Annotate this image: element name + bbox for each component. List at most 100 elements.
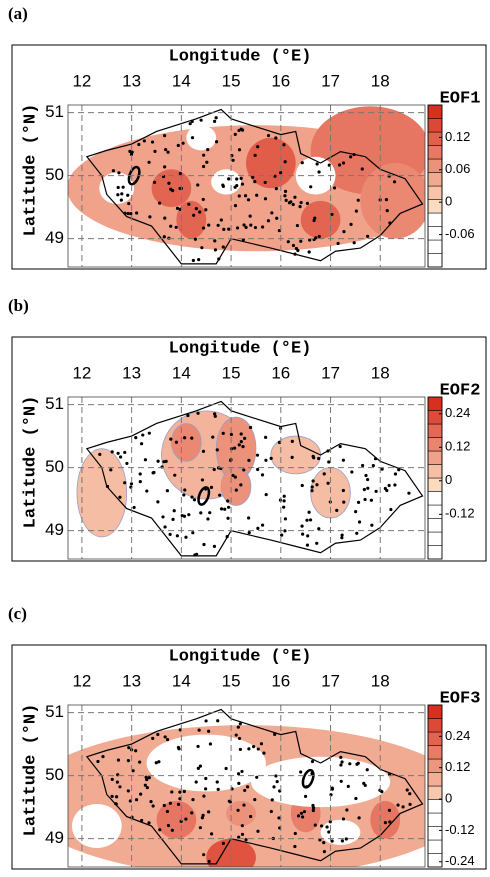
station	[188, 122, 192, 126]
colorbar-frame	[427, 104, 443, 268]
country-border	[85, 108, 424, 265]
station	[277, 816, 281, 820]
station	[231, 158, 235, 162]
station	[187, 513, 191, 517]
station	[168, 532, 172, 536]
station	[269, 809, 273, 814]
x-tick-label: 14	[172, 363, 191, 382]
station	[168, 801, 173, 805]
station	[283, 517, 288, 521]
colorbar-band	[427, 450, 443, 465]
station	[389, 507, 393, 512]
station	[126, 193, 130, 197]
y-tick-label: 51	[45, 394, 64, 413]
station	[212, 544, 217, 548]
station	[392, 180, 397, 184]
station	[313, 823, 317, 827]
station	[294, 246, 298, 251]
station	[255, 775, 259, 779]
panel-frame	[11, 644, 487, 870]
station	[317, 234, 321, 239]
station	[191, 531, 195, 535]
station	[253, 180, 257, 184]
station	[201, 197, 205, 202]
station	[340, 839, 345, 843]
station	[326, 481, 330, 485]
station	[325, 825, 329, 829]
station	[208, 511, 212, 515]
colorbar-band	[427, 853, 443, 868]
marker-ring	[127, 165, 141, 186]
y-tick-label: 50	[45, 165, 64, 184]
station	[96, 759, 100, 764]
station	[129, 211, 133, 216]
station	[243, 436, 247, 440]
station	[283, 189, 288, 194]
contour-region	[295, 156, 336, 195]
colorbar-frame	[427, 704, 443, 868]
station	[349, 155, 353, 159]
station	[181, 141, 185, 145]
station	[238, 722, 242, 726]
station	[214, 140, 219, 144]
station	[200, 246, 204, 250]
marker-ring	[197, 486, 211, 506]
station	[226, 499, 230, 503]
station	[339, 755, 343, 759]
station	[363, 783, 367, 787]
station	[145, 777, 149, 782]
station	[151, 804, 155, 808]
station	[206, 517, 210, 521]
station	[194, 207, 198, 211]
station	[388, 221, 392, 225]
station	[310, 489, 314, 493]
station	[115, 780, 119, 784]
colorbar-band	[427, 172, 443, 187]
station	[282, 494, 286, 498]
station	[244, 225, 248, 229]
station	[190, 811, 194, 815]
station	[300, 161, 304, 165]
station	[139, 792, 143, 796]
colorbar-band	[427, 185, 443, 200]
station	[221, 184, 225, 189]
station	[327, 460, 331, 464]
station	[235, 226, 240, 230]
station	[134, 798, 139, 802]
station	[326, 449, 330, 453]
colorbar-band	[427, 437, 443, 452]
station	[315, 541, 319, 545]
x-tick-label: 17	[321, 671, 340, 690]
colorbar-band	[427, 518, 443, 533]
country-border	[85, 400, 424, 557]
station	[178, 797, 182, 801]
station	[299, 239, 303, 243]
station	[183, 488, 187, 492]
map-area	[68, 708, 425, 867]
station	[341, 817, 346, 821]
station	[118, 495, 122, 499]
colorbar-band	[427, 826, 443, 841]
station	[221, 245, 225, 249]
contour-region	[320, 819, 361, 845]
station	[310, 759, 315, 764]
station	[308, 238, 312, 242]
station	[234, 488, 238, 492]
station	[149, 800, 153, 804]
station	[147, 431, 151, 435]
station	[221, 431, 225, 435]
station	[166, 150, 170, 154]
station	[270, 798, 274, 802]
station	[127, 746, 131, 750]
x-tick-label: 18	[371, 363, 390, 382]
station	[182, 789, 186, 794]
station	[143, 458, 148, 462]
station	[229, 432, 233, 437]
station	[190, 136, 195, 140]
station	[233, 446, 237, 450]
station	[196, 766, 200, 770]
station	[298, 205, 302, 209]
station	[380, 467, 384, 471]
plot-frame	[67, 704, 426, 868]
y-axis-title: Latitude (°N)	[21, 396, 40, 529]
